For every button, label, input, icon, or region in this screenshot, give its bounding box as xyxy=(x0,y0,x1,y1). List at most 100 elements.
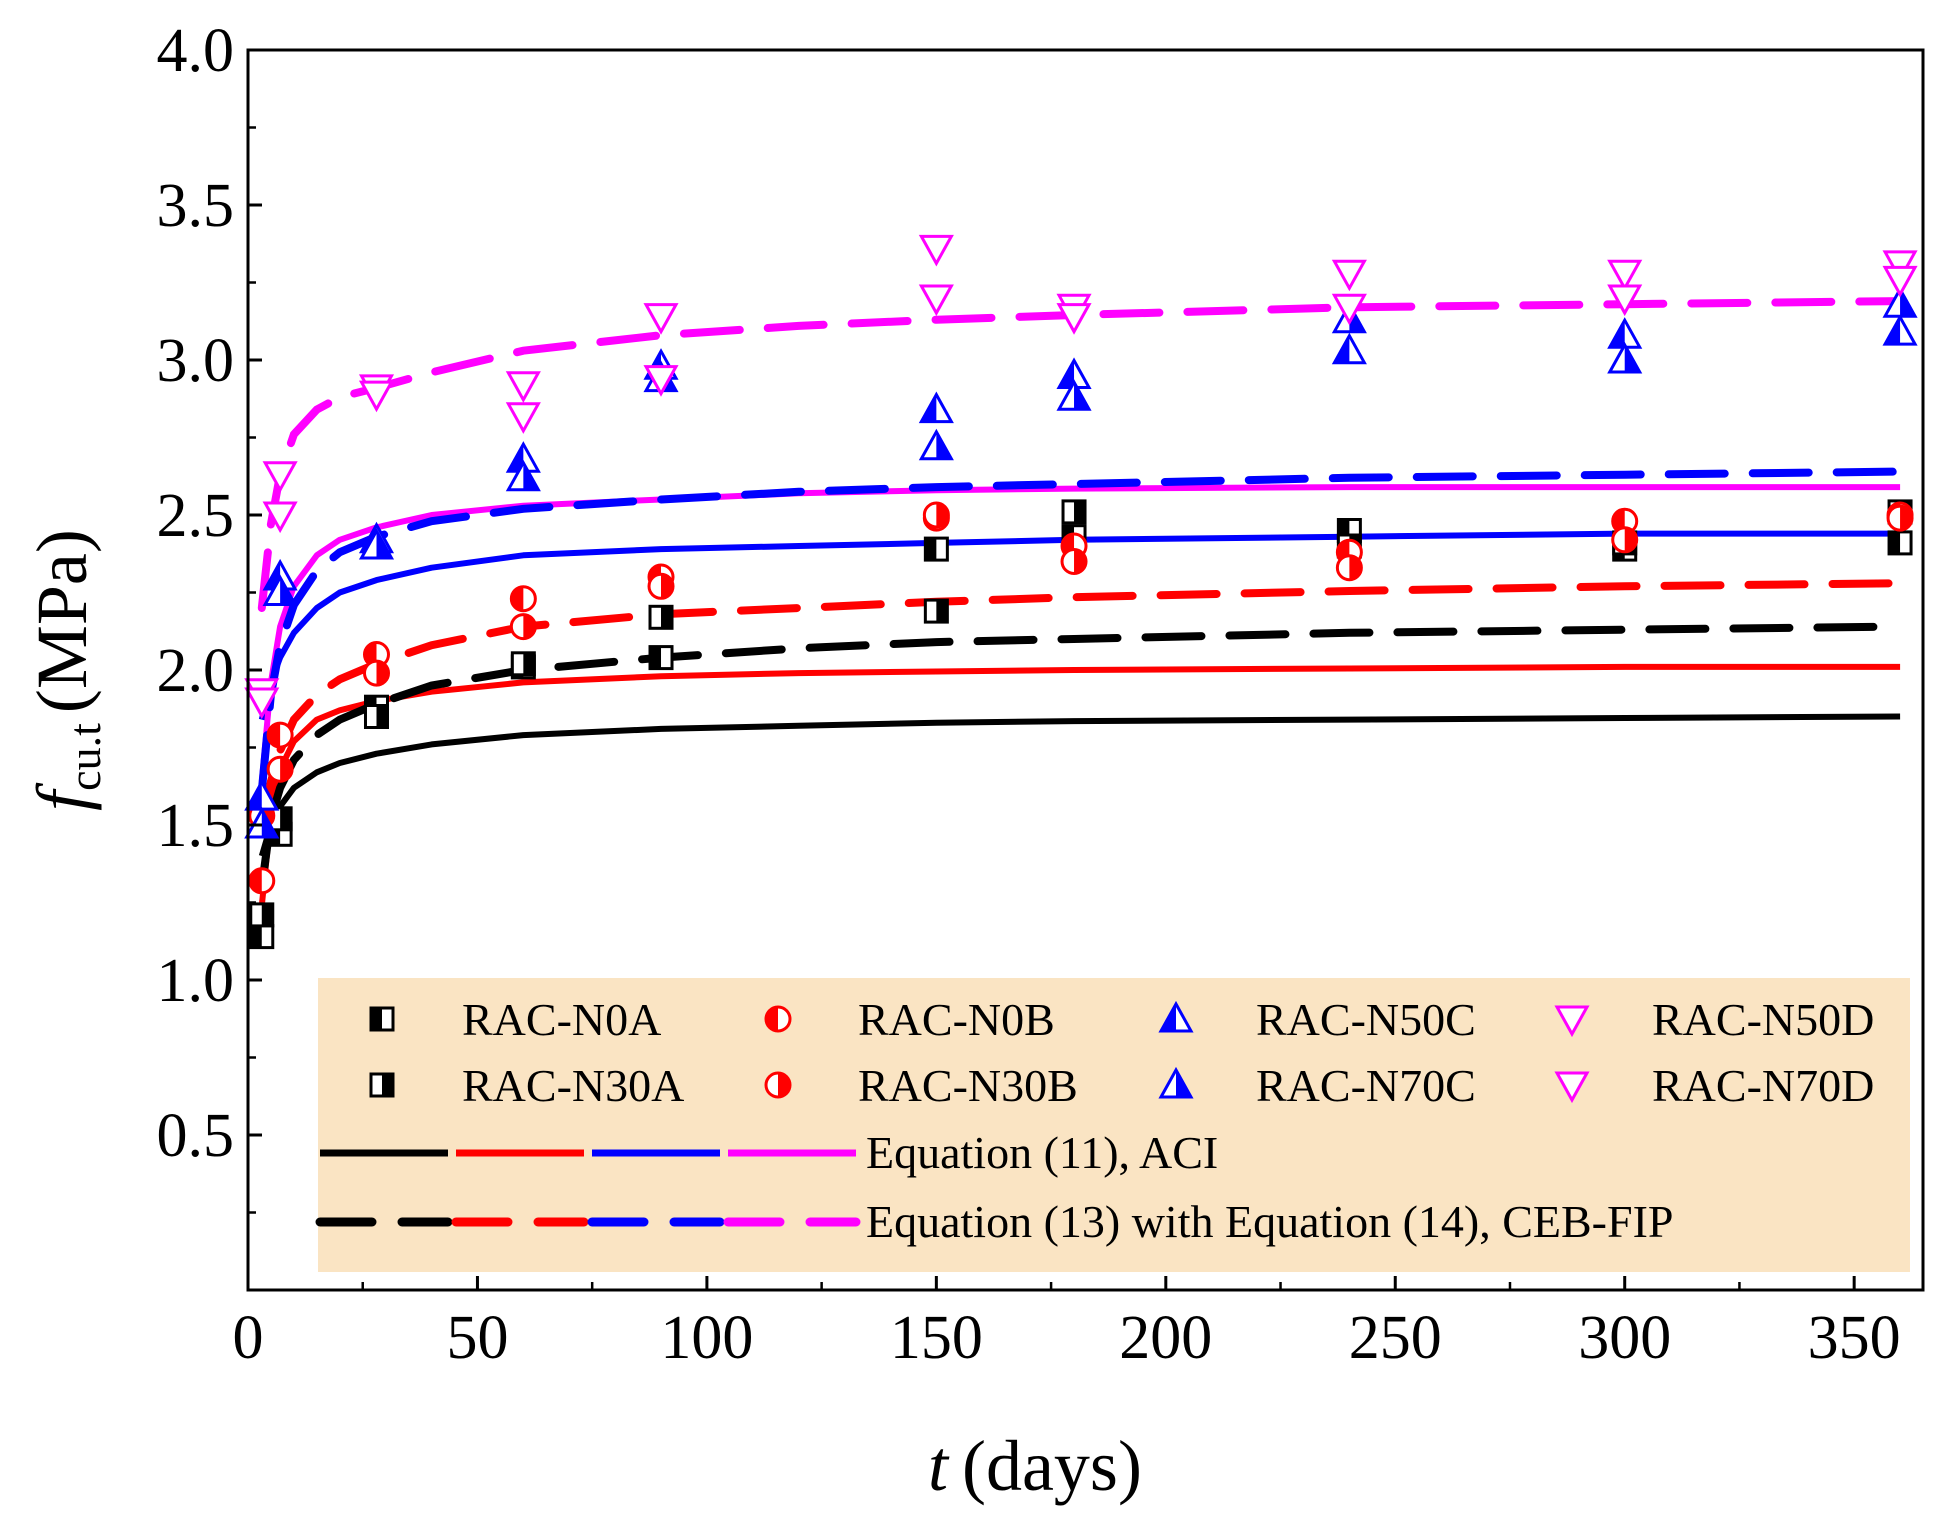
y-tick-label: 3.5 xyxy=(157,172,235,240)
aci-curve-1 xyxy=(258,663,1901,906)
legend-label-RAC-N0A: RAC-N0A xyxy=(462,994,661,1045)
y-tick-label: 1.0 xyxy=(157,947,235,1015)
point-RAC-N30B-180 xyxy=(1060,548,1088,575)
point-RAC-N50D-150 xyxy=(918,234,954,267)
legend-label-RAC-N70D: RAC-N70D xyxy=(1652,1060,1874,1111)
legend-label-RAC-N70C: RAC-N70C xyxy=(1256,1060,1476,1111)
legend-label-RAC-N0B: RAC-N0B xyxy=(858,994,1055,1045)
y-axis-title-subscript: cu.t xyxy=(59,723,110,791)
point-RAC-N30B-240 xyxy=(1335,554,1363,582)
legend-marker-RAC-N0A xyxy=(369,1006,395,1032)
aci-curve-0 xyxy=(258,713,1901,857)
x-tick-label: 300 xyxy=(1578,1304,1671,1372)
point-RAC-N50C-150 xyxy=(918,391,954,424)
point-RAC-N70C-180 xyxy=(1056,379,1092,411)
x-tick-label: 150 xyxy=(890,1304,983,1372)
svg-text:fcu.t(MPa): fcu.t(MPa) xyxy=(22,529,110,811)
point-RAC-N70D-90 xyxy=(643,365,679,397)
point-RAC-N30B-360 xyxy=(1886,504,1914,532)
point-RAC-N70D-180 xyxy=(1056,303,1092,335)
point-RAC-N50C-240 xyxy=(1331,332,1367,365)
point-RAC-N30A-150 xyxy=(923,598,949,624)
point-RAC-N70C-7 xyxy=(262,574,298,606)
legend-marker-RAC-N30B xyxy=(764,1071,792,1099)
point-RAC-N50D-7 xyxy=(262,461,298,493)
point-RAC-N70D-240 xyxy=(1331,293,1367,326)
point-RAC-N30A-60 xyxy=(510,651,536,677)
y-axis-title: fcu.t(MPa) xyxy=(22,529,110,811)
legend-label-RAC-N50D: RAC-N50D xyxy=(1652,994,1874,1045)
point-RAC-N70D-150 xyxy=(918,284,954,317)
series-RAC-N70C xyxy=(244,286,1918,839)
legend-marker-RAC-N50C xyxy=(1158,1000,1194,1033)
point-RAC-N70D-360 xyxy=(1882,265,1918,298)
x-tick-label: 250 xyxy=(1349,1304,1442,1372)
legend-label-RAC-N50C: RAC-N50C xyxy=(1256,994,1476,1045)
point-RAC-N0B-28 xyxy=(362,641,390,668)
fit-curves xyxy=(257,297,1905,906)
point-RAC-N30B-300 xyxy=(1611,526,1639,554)
point-RAC-N70D-3 xyxy=(244,687,280,720)
x-tick-label: 350 xyxy=(1808,1304,1901,1372)
legend-marker-RAC-N30A xyxy=(369,1072,395,1098)
point-RAC-N0B-7 xyxy=(266,721,294,749)
point-RAC-N30A-180 xyxy=(1061,499,1087,525)
y-tick-label: 2.0 xyxy=(157,637,235,705)
point-RAC-N50C-300 xyxy=(1607,317,1643,349)
y-tick-label: 1.5 xyxy=(157,792,235,860)
point-RAC-N50D-60 xyxy=(505,371,541,403)
point-RAC-N0B-60 xyxy=(509,585,537,613)
ceb-curve-2 xyxy=(257,467,1905,795)
series-RAC-N70D xyxy=(244,265,1918,720)
y-tick-label: 0.5 xyxy=(157,1102,235,1170)
x-tick-label: 200 xyxy=(1119,1304,1212,1372)
y-tick-label: 4.0 xyxy=(157,17,235,85)
point-RAC-N50C-360 xyxy=(1882,314,1918,346)
legend-ceb-label: Equation (13) with Equation (14), CEB-FI… xyxy=(866,1196,1673,1247)
point-RAC-N70C-60 xyxy=(505,459,541,492)
x-axis-title-unit: (days) xyxy=(962,1426,1142,1506)
point-RAC-N70D-300 xyxy=(1607,284,1643,317)
point-RAC-N30B-60 xyxy=(509,613,537,641)
y-axis-title-unit: (MPa) xyxy=(22,529,102,713)
ceb-curve-3 xyxy=(257,297,1905,612)
point-RAC-N0B-300 xyxy=(1611,507,1639,535)
point-RAC-N50D-360 xyxy=(1882,250,1918,282)
point-RAC-N70D-28 xyxy=(358,380,395,413)
point-RAC-N70D-60 xyxy=(505,402,541,434)
point-RAC-N70C-28 xyxy=(358,527,395,560)
x-axis-title-symbol: t xyxy=(928,1426,950,1506)
point-RAC-N30A-90 xyxy=(648,604,674,630)
point-RAC-N30B-7 xyxy=(266,755,294,783)
point-RAC-N0A-360 xyxy=(1887,530,1913,556)
legend-label-RAC-N30A: RAC-N30A xyxy=(462,1060,684,1111)
point-RAC-N50D-300 xyxy=(1607,259,1643,292)
point-RAC-N70C-360 xyxy=(1882,286,1918,318)
ceb-curve-1 xyxy=(257,579,1905,836)
point-RAC-N70D-7 xyxy=(262,501,298,534)
legend-marker-RAC-N70D xyxy=(1554,1071,1590,1104)
point-RAC-N30A-3 xyxy=(249,902,275,928)
legend-aci-label: Equation (11), ACI xyxy=(866,1127,1218,1178)
legend-marker-RAC-N50D xyxy=(1554,1005,1590,1038)
point-RAC-N50D-240 xyxy=(1331,259,1367,292)
point-RAC-N30B-150 xyxy=(922,501,950,529)
legend-entries: RAC-N0A RAC-N0B RAC-N50C RAC-N50D RAC-N30A RA… xyxy=(315,994,1874,1247)
y-tick-label: 3.0 xyxy=(157,327,235,395)
axes: 0 50 100 150 200 250 300 350 0.5 1.0 1.5 2.0 2.5 3.0 3… xyxy=(157,17,1925,1372)
y-tick-label: 2.5 xyxy=(157,482,235,550)
point-RAC-N0A-3 xyxy=(249,924,275,950)
point-RAC-N0A-150 xyxy=(923,536,949,562)
x-tick-label: 0 xyxy=(233,1304,264,1372)
point-RAC-N50D-90 xyxy=(643,303,679,335)
point-RAC-N0A-90 xyxy=(648,645,674,671)
point-RAC-N30B-28 xyxy=(362,659,390,687)
legend-label-RAC-N30B: RAC-N30B xyxy=(858,1060,1078,1111)
point-RAC-N70C-300 xyxy=(1607,341,1643,374)
point-RAC-N70C-150 xyxy=(918,428,954,461)
data-markers xyxy=(244,234,1918,950)
x-tick-label: 100 xyxy=(660,1304,753,1372)
x-tick-label: 50 xyxy=(446,1304,508,1372)
point-RAC-N0B-3 xyxy=(248,867,276,895)
